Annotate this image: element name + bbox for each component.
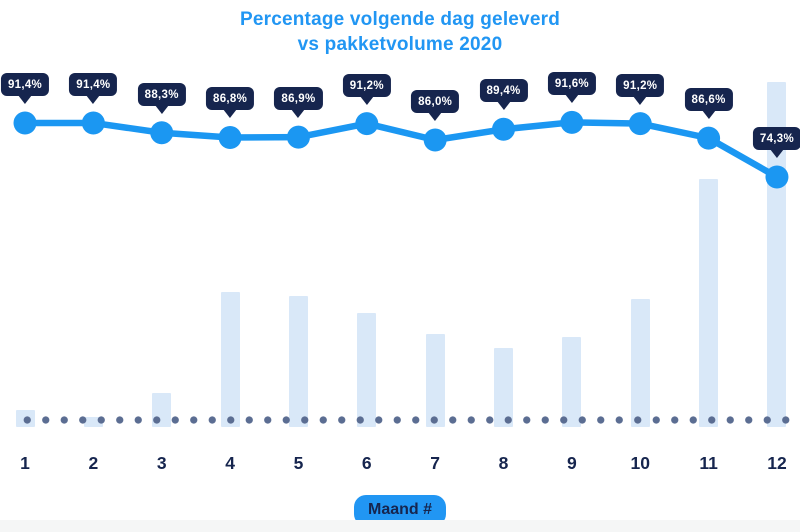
x-tick-label: 2 [88,453,99,473]
value-badge: 89,4% [479,79,528,111]
chart-title: Percentage volgende dag geleverd vs pakk… [0,7,800,57]
data-point-marker [492,117,516,141]
value-badge-label: 91,4% [76,78,111,91]
x-tick-label: 10 [630,453,650,473]
value-badge-label: 88,3% [144,88,179,101]
data-point-marker [628,112,652,136]
value-badge-label: 91,4% [7,78,43,91]
value-badge: 91,4% [69,72,118,104]
data-point-marker [286,125,310,149]
data-point-marker [355,112,379,136]
value-badge: 91,6% [547,72,596,104]
value-badge-label: 74,3% [759,132,795,145]
x-tick-label: 12 [767,453,787,473]
badge-tail-icon [428,112,443,121]
badge-tail-icon [564,94,579,104]
badge-tail-icon [223,109,238,119]
badge-tail-icon [154,104,169,114]
volume-bar [699,178,719,427]
volume-bar [288,295,308,427]
volume-bar [220,292,240,427]
badge-tail-icon [291,109,306,119]
chart-title-line1: Percentage volgende dag geleverd [239,9,560,30]
volume-bar [630,299,650,427]
x-tick-label: 7 [430,453,441,473]
value-badge-label: 86,8% [213,93,248,106]
x-tick-label: 3 [156,453,167,473]
badge-tail-icon [769,148,784,158]
data-point-marker [560,110,584,134]
volume-bar [357,313,377,427]
data-point-marker [81,111,105,135]
volume-bar [494,347,514,427]
value-badge-label: 91,6% [554,78,589,91]
badge-tail-icon [359,95,374,105]
value-badge: 88,3% [137,82,186,114]
badge-tail-icon [86,94,101,104]
value-badge: 86,8% [206,87,255,119]
value-badge: 91,4% [0,72,50,104]
badge-tail-icon [701,110,716,120]
volume-bar [562,337,582,427]
badge-tail-icon [17,94,32,104]
data-point-marker [697,126,721,150]
x-tick-label: 6 [361,453,372,473]
page-background-strip [0,520,800,532]
value-badge-label: 91,2% [349,79,384,92]
value-badge-label: 89,4% [486,85,521,98]
value-badge-label: 86,6% [691,94,726,107]
x-tick-label: 11 [699,453,718,473]
x-tick-label: 1 [20,453,30,473]
badge-tail-icon [633,95,648,105]
data-point-marker [423,128,447,152]
value-badge-label: 86,9% [281,93,316,106]
value-badge: 86,9% [274,87,323,119]
data-point-marker [150,121,174,145]
value-badge: 91,2% [342,73,391,105]
x-tick-label: 9 [567,453,577,473]
volume-bar [425,333,445,427]
baseline-dots [18,413,795,427]
value-badge: 86,6% [684,88,733,120]
data-point-marker [13,111,37,135]
data-point-marker [218,125,242,149]
x-tick-label: 5 [293,453,304,473]
value-badge-label: 91,2% [623,79,658,92]
x-tick-label: 4 [225,453,235,473]
value-badge: 74,3% [752,126,800,158]
value-badge-label: 86,0% [418,96,453,108]
value-badge: 91,2% [616,73,665,105]
x-tick-label: 8 [498,453,509,473]
chart-title-line2: vs pakketvolume 2020 [297,34,503,55]
badge-tail-icon [496,101,511,111]
value-badge: 86,0% [411,90,460,121]
